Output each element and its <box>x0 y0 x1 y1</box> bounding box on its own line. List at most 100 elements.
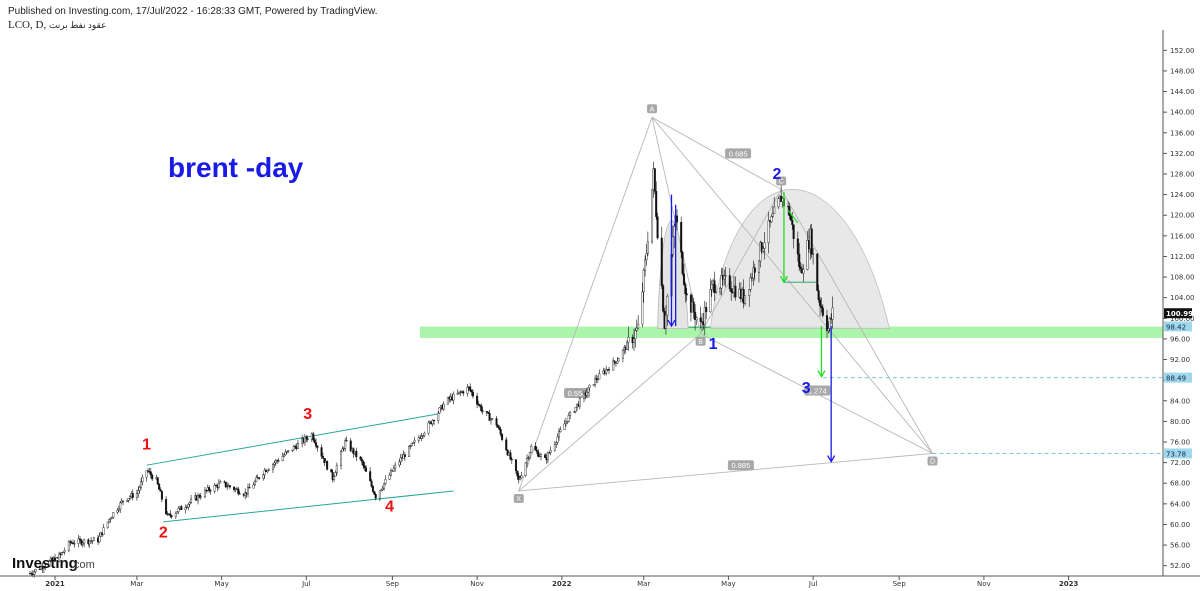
candle-body <box>553 444 556 451</box>
candle-body <box>226 486 229 488</box>
candle-body <box>78 538 81 541</box>
candle-body <box>757 260 760 273</box>
candle-body <box>627 336 630 343</box>
x-tick-label: May <box>214 580 228 588</box>
candle-body <box>489 418 492 421</box>
candle-body <box>556 436 559 443</box>
candle-body <box>566 421 569 423</box>
green-small-line <box>787 209 799 224</box>
candle-body <box>555 442 558 445</box>
candle-body <box>470 389 473 393</box>
target-levels-layer <box>822 377 1163 454</box>
candle-body <box>466 387 469 394</box>
candle-body <box>34 568 37 572</box>
pattern-point-c-tag <box>776 176 787 186</box>
pattern-line-xd <box>518 452 933 492</box>
candle-body <box>73 543 76 545</box>
candle-body <box>138 487 141 491</box>
candle-body <box>285 451 288 453</box>
candle-body <box>185 506 188 508</box>
candle-body <box>30 573 33 575</box>
y-tick-label: 96.00 <box>1170 335 1190 343</box>
candle-body <box>363 465 366 468</box>
candle-body <box>342 448 345 450</box>
wave-label-red-3: 3 <box>303 406 312 423</box>
candle-body <box>820 305 823 309</box>
candle-body <box>442 403 445 410</box>
candle-body <box>345 440 348 442</box>
candle-body <box>564 421 567 425</box>
wave-label-red-2: 2 <box>159 524 168 541</box>
candle-body <box>539 454 542 457</box>
candle-body <box>381 487 384 490</box>
candle-body <box>559 429 562 432</box>
candle-body <box>514 459 517 472</box>
candle-body <box>219 481 222 484</box>
candle-body <box>760 242 763 252</box>
candle-body <box>392 467 395 472</box>
candle-body <box>656 216 659 239</box>
candle-body <box>62 551 65 553</box>
candle-body <box>613 360 616 363</box>
candle-body <box>228 485 231 488</box>
candle-body <box>635 327 638 331</box>
candle-body <box>501 434 504 440</box>
candle-body <box>544 454 547 458</box>
blue-target-arrow-head <box>827 455 836 463</box>
candle-body <box>664 314 667 329</box>
candle-body <box>438 407 441 414</box>
candle-body <box>365 467 368 472</box>
candle-body <box>509 452 512 460</box>
y-tick-label: 100.00 <box>1170 315 1195 323</box>
pattern-ratio-label: 0.554 <box>568 389 587 398</box>
candle-body <box>383 483 386 489</box>
candle-body <box>380 489 383 492</box>
candle-body <box>109 518 112 520</box>
candle-body <box>538 456 541 458</box>
candle-body <box>753 267 756 273</box>
candle-body <box>420 436 423 439</box>
candle-body <box>642 270 645 293</box>
price-tag-label: 88.49 <box>1166 375 1186 383</box>
y-tick-label: 80.00 <box>1170 418 1190 426</box>
candle-body <box>583 392 586 399</box>
candle-body <box>390 470 393 476</box>
candle-body <box>763 242 766 249</box>
candle-body <box>433 420 436 422</box>
candle-body <box>799 266 802 269</box>
candle-body <box>617 358 620 362</box>
candle-body <box>274 460 277 464</box>
y-tick-label: 132.00 <box>1170 150 1195 158</box>
candle-body <box>48 560 51 567</box>
candle-body <box>331 471 334 480</box>
y-tick-label: 120.00 <box>1170 212 1195 220</box>
candle-body <box>141 477 144 483</box>
candle-body <box>692 301 695 313</box>
chart-title: brent -day <box>168 152 304 183</box>
candle-body <box>612 360 615 371</box>
candle-body <box>777 198 780 208</box>
y-tick-label: 108.00 <box>1170 274 1195 282</box>
wave-label-red-1: 1 <box>142 437 151 454</box>
candle-body <box>437 412 440 422</box>
candle-body <box>159 489 162 492</box>
candle-body <box>496 425 499 428</box>
candle-body <box>806 240 809 270</box>
candle-body <box>827 328 830 331</box>
logo-brand: Investing <box>12 555 78 572</box>
candle-body <box>680 222 683 253</box>
candle-body <box>427 422 430 434</box>
candle-body <box>156 477 159 485</box>
candle-body <box>412 442 415 444</box>
candle-body <box>730 288 733 292</box>
candle-body <box>131 493 134 498</box>
candle-body <box>262 474 265 479</box>
candle-body <box>349 440 352 452</box>
candle-body <box>394 464 397 469</box>
candle-body <box>752 267 755 279</box>
candle-body <box>767 220 770 244</box>
candle-body <box>88 540 91 545</box>
candle-body <box>174 512 177 517</box>
published-note: Published on Investing.com, 17/Jul/2022 … <box>8 6 378 17</box>
candle-body <box>699 317 702 322</box>
